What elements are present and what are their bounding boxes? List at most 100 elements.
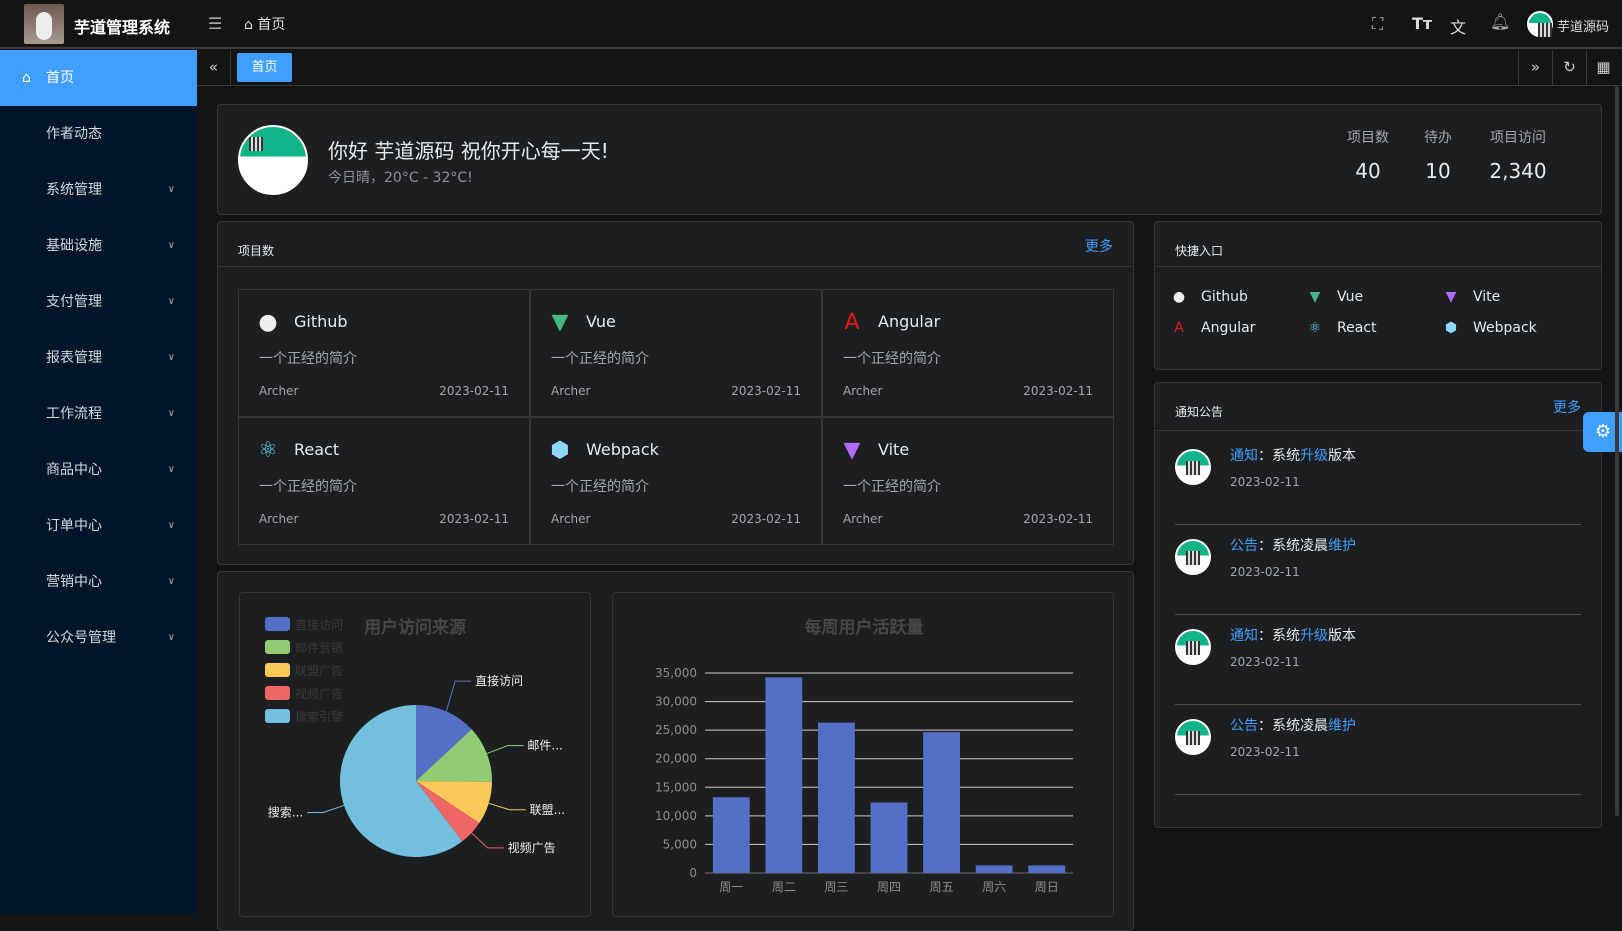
slice-label-line (445, 680, 472, 712)
bar (765, 677, 803, 873)
github-icon: ● (258, 310, 278, 335)
refresh-icon[interactable]: ↻ (1552, 50, 1586, 85)
pie-slice (340, 705, 463, 857)
project-card[interactable]: ⚛ React 一个正经的简介 Archer 2023-02-11 (238, 417, 530, 545)
app-title: 芋道管理系统 (74, 18, 171, 37)
projects-more-link[interactable]: 更多 (1085, 239, 1113, 255)
page-scrollbar[interactable] (1615, 86, 1619, 816)
project-card[interactable]: A Angular 一个正经的简介 Archer 2023-02-11 (822, 289, 1114, 417)
sidebar-item-label: 作者动态 (46, 126, 102, 142)
project-card[interactable]: ▼ Vue 一个正经的简介 Archer 2023-02-11 (530, 289, 822, 417)
shortcuts-card: 快捷入口 ● Github ▼ Vue ▼ Vite A Angular ⚛ React ⬢ Webp… (1154, 221, 1602, 370)
vite-icon: ▼ (1445, 289, 1457, 305)
github-icon: ● (1172, 289, 1186, 305)
sidebar-item-3[interactable]: 基础设施 ∨ (0, 218, 197, 274)
sidebar-item-7[interactable]: 商品中心 ∨ (0, 442, 197, 498)
chevron-down-icon: ∨ (167, 240, 175, 251)
y-tick-label: 10,000 (655, 809, 697, 823)
sidebar-item-9[interactable]: 营销中心 ∨ (0, 554, 197, 610)
notice-text: ：系统 (1258, 628, 1300, 644)
sidebar-item-4[interactable]: 支付管理 ∨ (0, 274, 197, 330)
pie-chart: 用户访问来源直接访问邮件营销联盟广告视频广告搜索引擎直接访问邮件...联盟...… (265, 617, 565, 857)
notice-item[interactable]: 通知：系统升级版本 2023-02-11 (1175, 615, 1581, 705)
notices-card: 通知公告 更多 通知：系统升级版本 2023-02-11 公告：系统凌晨维护 2… (1154, 382, 1602, 828)
notice-date: 2023-02-11 (1230, 565, 1300, 579)
grid-menu-icon[interactable]: ▦ (1586, 50, 1620, 85)
stat-label: 待办 (1424, 130, 1452, 146)
sidebar-item-8[interactable]: 订单中心 ∨ (0, 498, 197, 554)
shortcut-label: Github (1201, 289, 1248, 305)
fullscreen-icon[interactable]: ⛶ (1372, 14, 1384, 33)
notice-item[interactable]: 公告：系统凌晨维护 2023-02-11 (1175, 705, 1581, 795)
notice-type: 通知 (1230, 628, 1258, 644)
project-date: 2023-02-11 (731, 384, 801, 398)
chevron-down-icon: ∨ (167, 464, 175, 475)
sidebar-item-6[interactable]: 工作流程 ∨ (0, 386, 197, 442)
bar (870, 802, 908, 873)
tab-home[interactable]: 首页 (237, 53, 292, 82)
bar (818, 722, 855, 873)
project-author: Archer (551, 512, 591, 526)
shortcut-vue[interactable]: ▼ Vue (1305, 289, 1364, 305)
shortcut-webpack[interactable]: ⬢ Webpack (1441, 320, 1537, 336)
shortcut-vite[interactable]: ▼ Vite (1441, 289, 1501, 305)
legend-swatch (265, 686, 290, 700)
notice-date: 2023-02-11 (1230, 655, 1300, 669)
vite-icon: ▼ (843, 438, 861, 463)
shortcuts-title: 快捷入口 (1155, 222, 1601, 267)
pie-slice (416, 781, 480, 842)
x-tick-label: 周五 (930, 880, 954, 894)
legend-swatch (265, 640, 290, 654)
legend-swatch (265, 663, 290, 677)
pie-slice (416, 705, 472, 781)
vue-icon: ▼ (1309, 289, 1321, 305)
notice-item[interactable]: 公告：系统凌晨维护 2023-02-11 (1175, 525, 1581, 615)
sidebar-item-10[interactable]: 公众号管理 ∨ (0, 610, 197, 666)
shortcut-react[interactable]: ⚛ React (1305, 320, 1377, 336)
legend-label: 搜索引擎 (295, 709, 343, 724)
scroll-left-icon[interactable]: « (197, 50, 231, 85)
notice-title: 公告：系统凌晨维护 (1230, 535, 1356, 555)
stat-item: 项目数 40 (1343, 127, 1393, 183)
legend-label: 直接访问 (295, 617, 343, 632)
shortcut-label: Angular (1201, 320, 1256, 336)
sidebar-item-label: 工作流程 (46, 406, 102, 422)
user-avatar[interactable] (1527, 11, 1553, 37)
translate-icon[interactable]: 文 (1450, 18, 1467, 37)
project-date: 2023-02-11 (439, 512, 509, 526)
font-size-icon[interactable]: Tт (1412, 14, 1433, 33)
notice-avatar (1175, 539, 1211, 575)
project-date: 2023-02-11 (1023, 512, 1093, 526)
app-logo (24, 4, 64, 44)
bar (975, 865, 1013, 873)
bell-icon[interactable]: 🔔︎ (1490, 12, 1511, 31)
project-date: 2023-02-11 (439, 384, 509, 398)
menu-fold-icon[interactable]: ☰ (208, 14, 223, 33)
sidebar-item-2[interactable]: 系统管理 ∨ (0, 162, 197, 218)
shortcut-angular[interactable]: A Angular (1169, 320, 1255, 336)
scroll-right-icon[interactable]: » (1518, 50, 1552, 85)
project-card[interactable]: ● Github 一个正经的简介 Archer 2023-02-11 (238, 289, 530, 417)
slice-label-line (307, 804, 345, 814)
sidebar-item-0[interactable]: ⌂ 首页 (0, 50, 197, 106)
project-card[interactable]: ⬢ Webpack 一个正经的简介 Archer 2023-02-11 (530, 417, 822, 545)
slice-label-line (488, 802, 526, 811)
sidebar-item-label: 公众号管理 (46, 630, 116, 646)
notice-item[interactable]: 通知：系统升级版本 2023-02-11 (1175, 435, 1581, 525)
sidebar-item-1[interactable]: 作者动态 (0, 106, 197, 162)
project-author: Archer (551, 384, 591, 398)
slice-label: 直接访问 (475, 673, 523, 688)
breadcrumb[interactable]: ⌂ 首页 (244, 14, 285, 34)
webpack-icon: ⬢ (550, 438, 570, 463)
sidebar-item-5[interactable]: 报表管理 ∨ (0, 330, 197, 386)
project-card[interactable]: ▼ Vite 一个正经的简介 Archer 2023-02-11 (822, 417, 1114, 545)
shortcut-github[interactable]: ● Github (1169, 289, 1248, 305)
stat-value: 40 (1355, 159, 1381, 183)
vue-icon: ▼ (551, 310, 569, 335)
user-name[interactable]: 芋道源码 (1557, 20, 1610, 35)
sidebar-item-label: 订单中心 (46, 518, 102, 534)
stat-label: 项目访问 (1490, 130, 1546, 146)
y-tick-label: 0 (689, 866, 697, 880)
project-desc: 一个正经的简介 (259, 479, 357, 495)
notices-more-link[interactable]: 更多 (1553, 400, 1581, 416)
